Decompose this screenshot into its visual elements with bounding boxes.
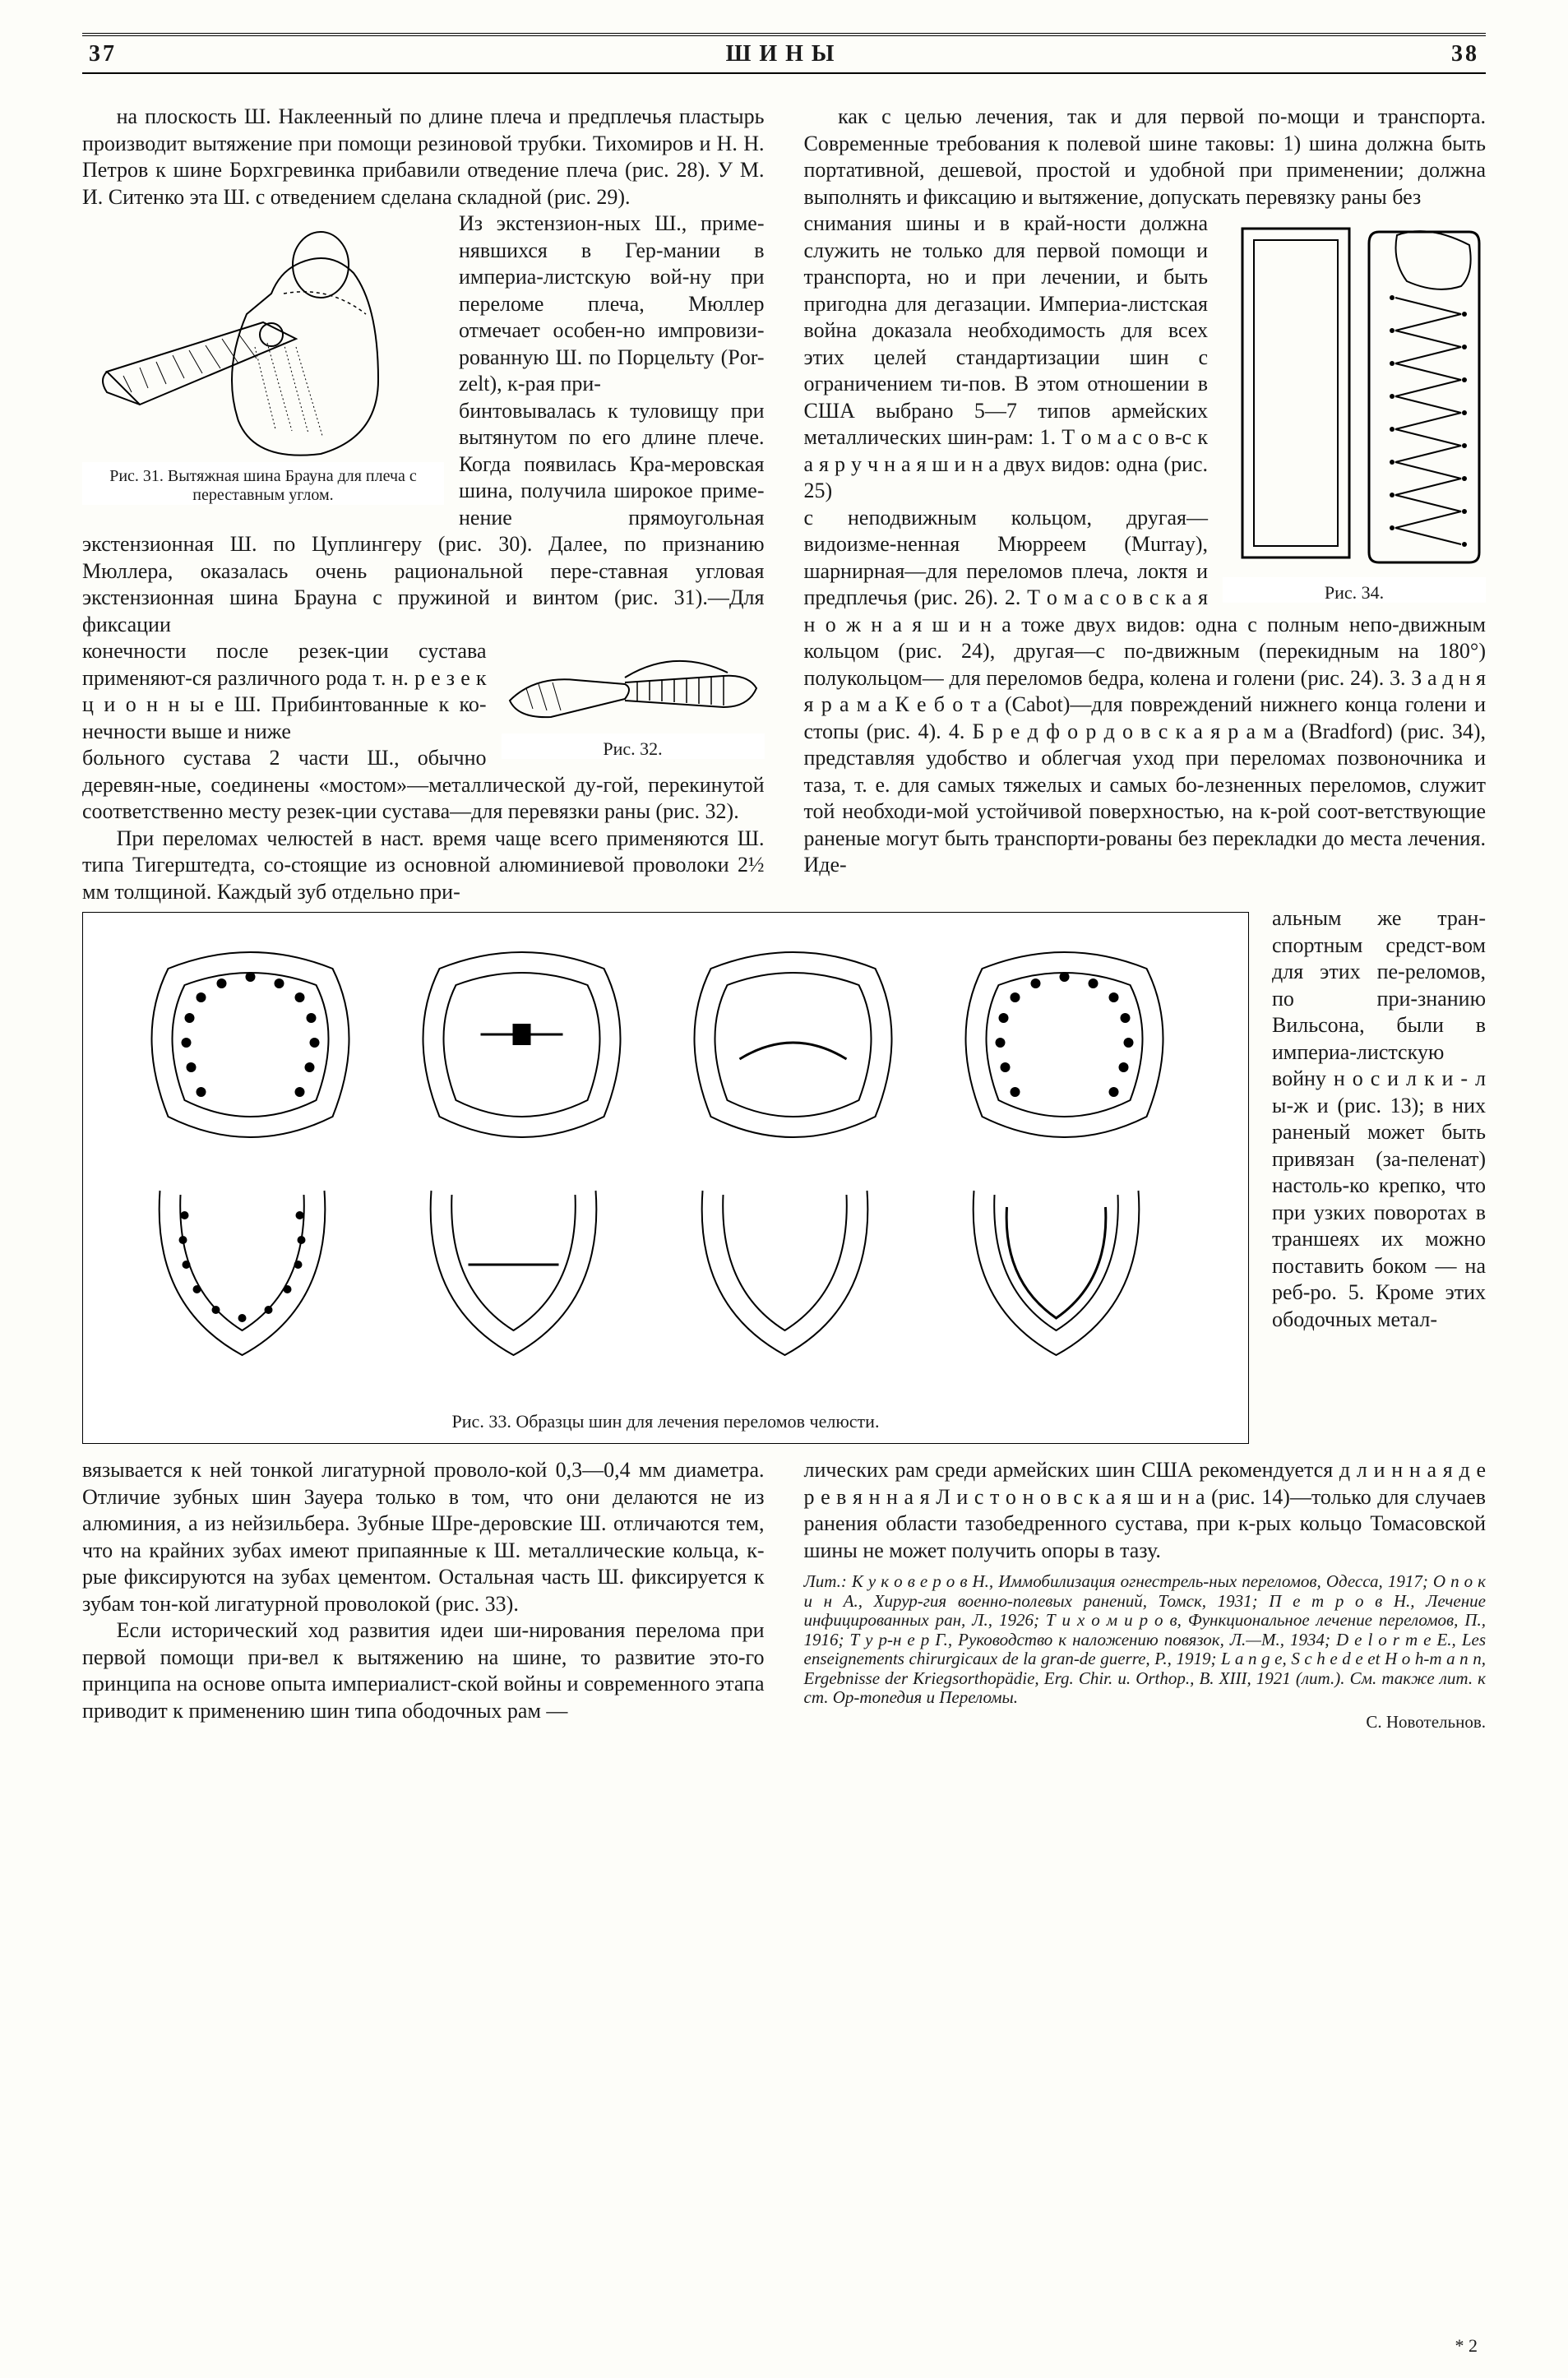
upper-columns: на плоскость Ш. Наклеенный по длине плеч… — [82, 104, 1486, 905]
page-number-right: 38 — [1451, 41, 1479, 67]
lower-left-column: вязывается к ней тонкой лигатурной прово… — [82, 1457, 765, 1733]
running-header: 37 ШИНЫ 38 — [82, 41, 1486, 72]
figure-33-side-text: альным же тран-спортным средст-вом для э… — [1272, 905, 1486, 1333]
lit-text: Лит.: К у к о в е р о в Н., Иммобилизаци… — [804, 1571, 1487, 1707]
figure-34-svg — [1223, 215, 1486, 577]
page: 37 ШИНЫ 38 на плоскость Ш. Наклеенный по… — [0, 0, 1568, 2378]
literature-block: Лит.: К у к о в е р о в Н., Иммобилизаци… — [804, 1572, 1487, 1708]
left-p1: на плоскость Ш. Наклеенный по длине плеч… — [82, 104, 765, 211]
header-rule — [82, 72, 1486, 74]
figure-33: Рис. 33. Образцы шин для лечения перелом… — [82, 912, 1249, 1444]
right-column: как с целью лечения, так и для первой по… — [804, 104, 1487, 905]
figure-31-svg — [82, 215, 444, 462]
top-rule — [82, 33, 1486, 36]
author-signature: С. Новотельнов. — [804, 1711, 1487, 1733]
running-head: ШИНЫ — [117, 41, 1451, 67]
figure-32: Рис. 32. — [502, 643, 765, 759]
figure-33-caption: Рис. 33. Образцы шин для лечения перелом… — [103, 1411, 1228, 1432]
lower-columns: вязывается к ней тонкой лигатурной прово… — [82, 1457, 1486, 1733]
figure-32-svg — [502, 643, 765, 733]
figure-33-svg — [103, 936, 1228, 1396]
lower-right-column: лических рам среди армейских шин США рек… — [804, 1457, 1487, 1733]
left-p4: При переломах челюстей в наст. время чащ… — [82, 826, 765, 906]
page-number-left: 37 — [89, 41, 117, 67]
lower-right-p1: лических рам среди армейских шин США рек… — [804, 1457, 1487, 1564]
figure-31: Рис. 31. Вытяжная шина Брауна для плеча … — [82, 215, 444, 505]
left-column: на плоскость Ш. Наклеенный по длине плеч… — [82, 104, 765, 905]
right-p1: как с целью лечения, так и для первой по… — [804, 104, 1487, 211]
figure-33-row: Рис. 33. Образцы шин для лечения перелом… — [82, 905, 1486, 1457]
figure-34-caption: Рис. 34. — [1223, 582, 1486, 603]
lower-left-p1: вязывается к ней тонкой лигатурной прово… — [82, 1457, 765, 1617]
figure-34: Рис. 34. — [1223, 215, 1486, 603]
lower-left-p2: Если исторический ход развития идеи ши-н… — [82, 1617, 765, 1724]
figure-32-caption: Рис. 32. — [502, 738, 765, 759]
figure-31-caption: Рис. 31. Вытяжная шина Брауна для плеча … — [82, 467, 444, 505]
footer-marker: * 2 — [1455, 2335, 1478, 2357]
